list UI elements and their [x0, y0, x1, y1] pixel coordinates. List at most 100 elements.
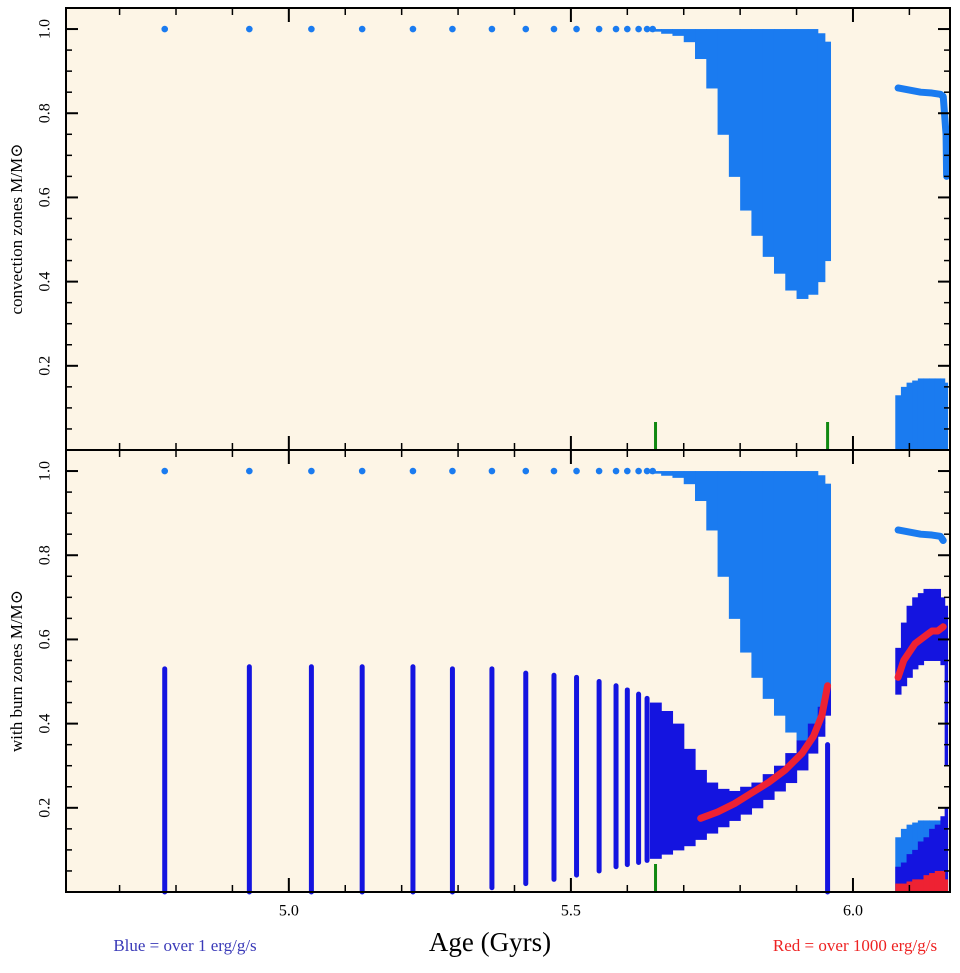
zone-band	[728, 29, 741, 177]
annotation: Blue = over 1 erg/g/s	[113, 936, 256, 955]
zone-band	[751, 782, 764, 809]
y-tick-label: 0.6	[37, 629, 54, 649]
zone-band	[923, 875, 930, 893]
y-tick-label: 0.4	[37, 272, 54, 292]
zone-band	[934, 870, 942, 893]
x-tick-label: 5.0	[279, 903, 299, 920]
zone-band	[740, 29, 753, 211]
zone-band	[934, 378, 942, 451]
zone-band	[906, 854, 913, 893]
y-tick-label: 1.0	[37, 19, 54, 39]
point	[635, 25, 642, 33]
point	[573, 467, 580, 475]
zone-band	[773, 765, 786, 792]
zone-band	[683, 748, 696, 847]
zone-band	[762, 29, 775, 257]
zone-band	[912, 380, 919, 451]
y-tick-label: 0.4	[37, 714, 54, 734]
zone-band	[940, 378, 946, 451]
zone-band	[817, 475, 826, 725]
point	[595, 25, 603, 33]
y-tick-label: 0.2	[37, 356, 54, 376]
zone-band	[773, 471, 786, 716]
zone-band	[900, 828, 908, 893]
zone-band	[807, 471, 819, 737]
zone-band	[917, 841, 925, 893]
zone-band	[672, 471, 685, 478]
zone-band	[917, 879, 925, 893]
zone-band	[728, 471, 741, 619]
point	[595, 467, 603, 475]
point	[358, 467, 366, 475]
zone-band	[661, 710, 674, 855]
point	[550, 25, 558, 33]
point	[612, 467, 620, 475]
zone-band	[649, 29, 662, 32]
zone-band	[929, 828, 936, 893]
zone-band	[940, 816, 946, 893]
y-axis-label: with burn zones M/M⊙	[7, 590, 26, 752]
zone-band	[929, 873, 936, 893]
point	[246, 25, 253, 33]
zone-band	[672, 723, 685, 851]
point	[308, 25, 315, 33]
x-tick-label: 5.5	[561, 903, 581, 920]
point	[573, 25, 580, 33]
point	[449, 25, 456, 33]
plot-frame	[65, 449, 951, 893]
zone-band	[672, 29, 685, 36]
zone-band	[923, 837, 930, 893]
zone-band	[817, 33, 826, 283]
zone-band	[695, 769, 707, 840]
zone-band	[706, 29, 719, 89]
zone-band	[751, 471, 764, 678]
zone-line	[894, 526, 947, 545]
zone-band	[785, 471, 798, 733]
zone-band	[944, 382, 949, 451]
zone-band	[661, 471, 674, 476]
y-tick-label: 0.2	[37, 798, 54, 818]
point	[624, 25, 631, 33]
zone-band	[762, 471, 775, 699]
zone-band	[906, 605, 913, 678]
x-tick-label: 6.0	[843, 903, 863, 920]
zone-band	[895, 866, 902, 893]
zone-band	[695, 29, 707, 60]
point	[643, 25, 651, 33]
zone-band	[912, 597, 919, 670]
y-tick-label: 1.0	[37, 461, 54, 481]
point	[612, 25, 620, 33]
zone-band	[824, 41, 832, 262]
point	[409, 467, 417, 475]
zone-band	[934, 824, 942, 893]
zone-band	[940, 870, 946, 893]
zone-line	[894, 623, 947, 681]
zone-band	[785, 29, 798, 291]
point	[488, 25, 496, 33]
x-axis-label: Age (Gyrs)	[429, 927, 551, 957]
y-tick-label: 0.8	[37, 545, 54, 565]
zone-band	[895, 837, 902, 893]
zone-band	[683, 471, 696, 485]
zone-band	[649, 471, 662, 474]
zone-band	[706, 471, 719, 531]
zone-band	[751, 29, 764, 236]
zone-band	[796, 471, 809, 741]
point	[161, 467, 169, 475]
zone-band	[796, 29, 809, 299]
zone-band	[923, 588, 930, 661]
annotation: Red = over 1000 erg/g/s	[773, 936, 937, 955]
point	[449, 467, 456, 475]
point	[522, 467, 530, 475]
zone-band	[895, 883, 902, 893]
zone-band	[717, 471, 730, 577]
point	[308, 467, 315, 475]
zone-band	[906, 382, 913, 451]
zone-band	[923, 378, 930, 451]
point	[550, 467, 558, 475]
y-tick-label: 0.8	[37, 103, 54, 123]
zone-band	[661, 29, 674, 34]
zone-band	[740, 471, 753, 653]
point	[488, 467, 496, 475]
